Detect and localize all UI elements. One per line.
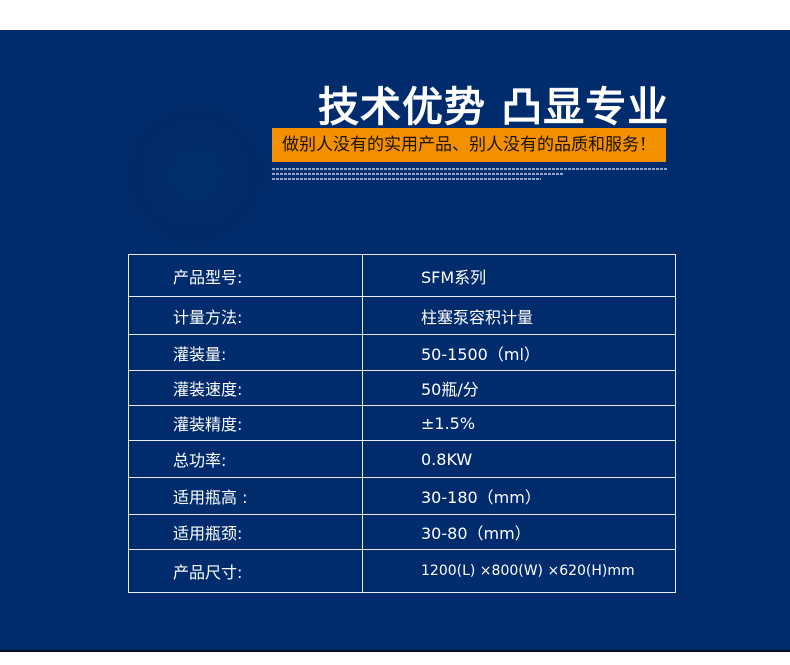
decorative-blurred-graphic	[125, 105, 265, 245]
spec-label: 灌装精度:	[128, 405, 363, 441]
spec-label: 适用瓶颈:	[128, 514, 363, 550]
spec-label: 计量方法:	[128, 296, 363, 335]
spec-row: 适用瓶颈: 30-80（mm）	[128, 514, 676, 550]
spec-label: 适用瓶高 :	[128, 477, 363, 515]
spec-value: 1200(L) ×800(W) ×620(H)mm	[362, 549, 676, 593]
spec-value: SFM系列	[362, 254, 676, 297]
spec-row: 灌装精度: ±1.5%	[128, 405, 676, 441]
spec-row: 计量方法: 柱塞泵容积计量	[128, 296, 676, 335]
spec-row: 产品尺寸: 1200(L) ×800(W) ×620(H)mm	[128, 549, 676, 593]
spec-value: 50瓶/分	[362, 370, 676, 406]
spec-row: 产品型号: SFM系列	[128, 254, 676, 297]
spec-value: 柱塞泵容积计量	[362, 296, 676, 335]
spec-value: 50-1500（ml）	[362, 334, 676, 371]
spec-label: 总功率:	[128, 440, 363, 478]
spec-table: 产品型号: SFM系列 计量方法: 柱塞泵容积计量 灌装量: 50-1500（ml） 灌装速…	[128, 254, 676, 593]
page-title: 技术优势 凸显专业	[318, 83, 670, 131]
spec-row: 总功率: 0.8KW	[128, 440, 676, 478]
spec-label: 产品尺寸:	[128, 549, 363, 593]
spec-row: 灌装量: 50-1500（ml）	[128, 334, 676, 371]
spec-value: 30-80（mm）	[362, 514, 676, 550]
spec-value: 30-180（mm）	[362, 477, 676, 515]
spec-label: 灌装速度:	[128, 370, 363, 406]
spec-label: 产品型号:	[128, 254, 363, 297]
slogan-banner: 做别人没有的实用产品、别人没有的品质和服务！	[272, 128, 666, 162]
decorative-fine-print	[272, 168, 667, 183]
spec-label: 灌装量:	[128, 334, 363, 371]
spec-value: ±1.5%	[362, 405, 676, 441]
spec-row: 灌装速度: 50瓶/分	[128, 370, 676, 406]
spec-row: 适用瓶高 :30-180（mm）	[128, 477, 676, 515]
spec-value: 0.8KW	[362, 440, 676, 478]
